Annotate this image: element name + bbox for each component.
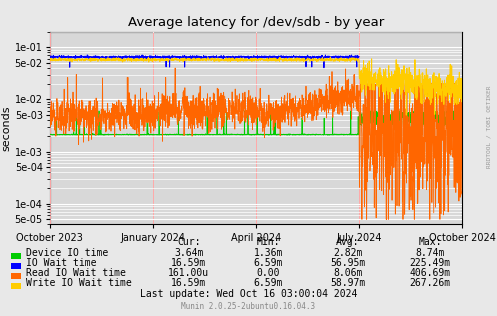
Text: Avg:: Avg: <box>336 237 360 247</box>
Text: Munin 2.0.25-2ubuntu0.16.04.3: Munin 2.0.25-2ubuntu0.16.04.3 <box>181 302 316 311</box>
Text: RRDTOOL / TOBI OETIKER: RRDTOOL / TOBI OETIKER <box>486 85 491 168</box>
Text: 16.59m: 16.59m <box>171 258 206 268</box>
Text: Max:: Max: <box>418 237 442 247</box>
Text: 56.95m: 56.95m <box>331 258 365 268</box>
Text: 6.59m: 6.59m <box>253 258 283 268</box>
Text: 6.59m: 6.59m <box>253 278 283 288</box>
Text: IO Wait time: IO Wait time <box>26 258 97 268</box>
Text: 0.00: 0.00 <box>256 268 280 278</box>
Text: 267.26m: 267.26m <box>410 278 450 288</box>
Text: 406.69m: 406.69m <box>410 268 450 278</box>
Text: 3.64m: 3.64m <box>174 248 204 258</box>
Text: 8.74m: 8.74m <box>415 248 445 258</box>
Text: 225.49m: 225.49m <box>410 258 450 268</box>
Y-axis label: seconds: seconds <box>2 105 12 151</box>
Text: 58.97m: 58.97m <box>331 278 365 288</box>
Text: Last update: Wed Oct 16 03:00:04 2024: Last update: Wed Oct 16 03:00:04 2024 <box>140 289 357 299</box>
Text: Read IO Wait time: Read IO Wait time <box>26 268 126 278</box>
Text: Device IO time: Device IO time <box>26 248 108 258</box>
Text: 16.59m: 16.59m <box>171 278 206 288</box>
Text: Write IO Wait time: Write IO Wait time <box>26 278 132 288</box>
Text: Min:: Min: <box>256 237 280 247</box>
Text: 1.36m: 1.36m <box>253 248 283 258</box>
Text: Cur:: Cur: <box>177 237 201 247</box>
Title: Average latency for /dev/sdb - by year: Average latency for /dev/sdb - by year <box>128 16 384 29</box>
Text: 8.06m: 8.06m <box>333 268 363 278</box>
Text: 2.82m: 2.82m <box>333 248 363 258</box>
Text: 161.00u: 161.00u <box>168 268 209 278</box>
